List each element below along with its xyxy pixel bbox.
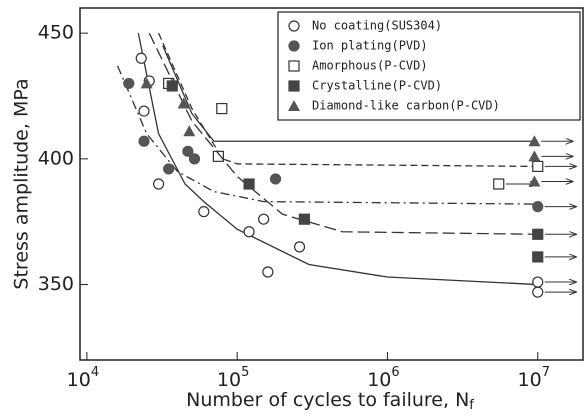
legend-label: Ion plating(PVD) — [312, 39, 428, 53]
plot-frame — [79, 7, 584, 361]
legend-swatch — [288, 100, 300, 111]
legend-swatch — [288, 80, 300, 92]
data-point — [166, 80, 178, 92]
y-tick-label: 450 — [38, 22, 74, 44]
data-point — [532, 286, 544, 298]
x-tick-base: 10 — [518, 369, 542, 391]
data-point — [532, 276, 544, 288]
legend-label: Amorphous(P-CVD) — [312, 59, 428, 73]
data-point — [532, 228, 544, 240]
data-point — [298, 213, 310, 225]
data-point — [138, 105, 150, 117]
data-point — [532, 160, 544, 172]
data-point — [182, 145, 194, 157]
legend-item: Amorphous(P-CVD) — [288, 59, 428, 73]
y-tick-label: 350 — [38, 273, 74, 295]
y-axis-label: Stress amplitude, MPa — [11, 78, 33, 289]
data-point — [135, 52, 147, 64]
legend-swatch — [288, 20, 300, 32]
x-tick-exp: 6 — [391, 365, 399, 380]
data-point — [243, 178, 255, 190]
fit-curve — [137, 33, 538, 286]
data-point — [528, 135, 541, 147]
data-point — [123, 77, 135, 90]
x-tick-base: 10 — [217, 369, 241, 391]
fit-curve — [162, 45, 538, 142]
legend-label: No coating(SUS304) — [312, 19, 442, 33]
data-point — [269, 173, 282, 185]
fit-curve — [116, 65, 538, 205]
legend-label: Diamond-like carbon(P-CVD) — [312, 99, 500, 113]
data-point — [243, 226, 255, 238]
x-tick-base: 10 — [67, 369, 91, 391]
data-point — [528, 150, 541, 162]
data-point — [528, 175, 541, 187]
data-point — [532, 251, 544, 263]
data-point — [216, 102, 228, 115]
x-tick-exp: 7 — [542, 365, 550, 380]
legend-item: Diamond-like carbon(P-CVD) — [288, 99, 500, 113]
data-point — [183, 125, 196, 137]
legend-swatch — [288, 40, 300, 52]
x-tick-exp: 4 — [91, 365, 99, 380]
legend-item: No coating(SUS304) — [288, 19, 442, 33]
data-point — [138, 135, 150, 147]
data-point — [258, 213, 270, 225]
x-axis-label-sub: f — [469, 398, 474, 413]
x-tick-label: 104 — [67, 365, 99, 391]
legend-item: Crystalline(P-CVD) — [288, 79, 442, 93]
data-point — [198, 206, 210, 218]
x-tick-label: 105 — [217, 365, 249, 391]
legend-label: Crystalline(P-CVD) — [312, 79, 442, 93]
data-point — [212, 150, 224, 162]
x-tick-exp: 5 — [241, 365, 249, 380]
data-point — [262, 266, 274, 278]
data-point — [163, 163, 175, 175]
x-tick-label: 107 — [518, 365, 550, 391]
fit-curve — [148, 32, 538, 235]
fit-curve — [157, 32, 538, 168]
data-point — [152, 178, 165, 190]
x-axis-label: Number of cycles to failure, Nf — [186, 389, 474, 413]
legend-item: Ion plating(PVD) — [288, 39, 428, 53]
data-point — [293, 241, 306, 253]
x-tick-label: 106 — [367, 365, 399, 391]
data-point — [188, 153, 201, 165]
y-tick-label: 400 — [38, 147, 74, 169]
x-tick-base: 10 — [367, 369, 391, 391]
x-axis-label-text: Number of cycles to failure, N — [186, 389, 469, 411]
data-point — [140, 77, 153, 89]
data-point — [493, 178, 505, 190]
legend-swatch — [288, 60, 300, 72]
legend-box — [277, 11, 581, 121]
data-point — [532, 201, 544, 213]
data-point — [177, 97, 190, 109]
